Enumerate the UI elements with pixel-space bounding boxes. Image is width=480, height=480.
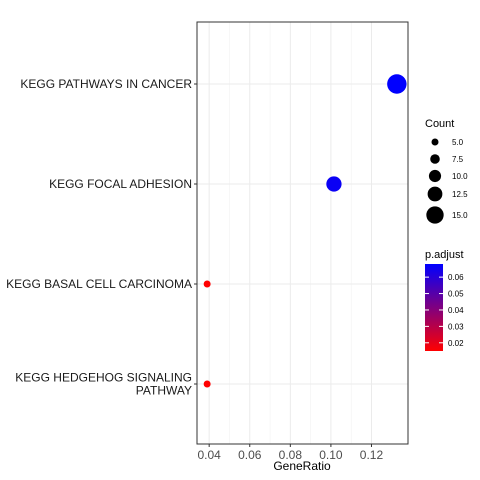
y-category-label: KEGG PATHWAYS IN CANCER bbox=[20, 77, 192, 91]
y-category-label: KEGG HEDGEHOG SIGNALING bbox=[15, 371, 192, 385]
count-legend: Count 5.0 7.5 10.0 12.5 15.0 bbox=[425, 118, 468, 224]
y-category-label: PATHWAY bbox=[136, 384, 192, 398]
x-axis-title: GeneRatio bbox=[273, 459, 331, 473]
data-point bbox=[204, 381, 211, 388]
count-legend-key bbox=[429, 170, 441, 182]
p-adjust-legend-label: 0.06 bbox=[448, 273, 464, 282]
count-legend-key bbox=[426, 206, 443, 223]
count-legend-label: 15.0 bbox=[452, 211, 468, 220]
count-legend-title: Count bbox=[425, 118, 454, 130]
y-axis: KEGG PATHWAYS IN CANCER KEGG FOCAL ADHESI… bbox=[6, 77, 197, 398]
p-adjust-legend: p.adjust 0.02 0.03 0.04 0.05 0.06 bbox=[425, 249, 464, 351]
data-point bbox=[204, 281, 211, 288]
y-category-label: KEGG BASAL CELL CARCINOMA bbox=[6, 277, 192, 291]
p-adjust-legend-label: 0.02 bbox=[448, 339, 464, 348]
p-adjust-legend-label: 0.05 bbox=[448, 290, 464, 299]
count-legend-key bbox=[432, 139, 439, 146]
x-tick-label: 0.06 bbox=[238, 448, 262, 462]
x-tick-label: 0.12 bbox=[360, 448, 384, 462]
p-adjust-legend-label: 0.03 bbox=[448, 322, 464, 331]
count-legend-key bbox=[430, 154, 440, 164]
panel-background bbox=[197, 22, 408, 444]
count-legend-label: 7.5 bbox=[452, 155, 464, 164]
data-point bbox=[326, 176, 341, 191]
count-legend-label: 12.5 bbox=[452, 190, 468, 199]
p-adjust-legend-label: 0.04 bbox=[448, 306, 464, 315]
count-legend-label: 10.0 bbox=[452, 172, 468, 181]
data-point bbox=[387, 74, 406, 93]
x-tick-label: 0.04 bbox=[197, 448, 221, 462]
count-legend-label: 5.0 bbox=[452, 138, 464, 147]
count-legend-key bbox=[428, 187, 443, 202]
p-adjust-legend-title: p.adjust bbox=[425, 249, 464, 261]
y-category-label: KEGG FOCAL ADHESION bbox=[49, 177, 192, 191]
